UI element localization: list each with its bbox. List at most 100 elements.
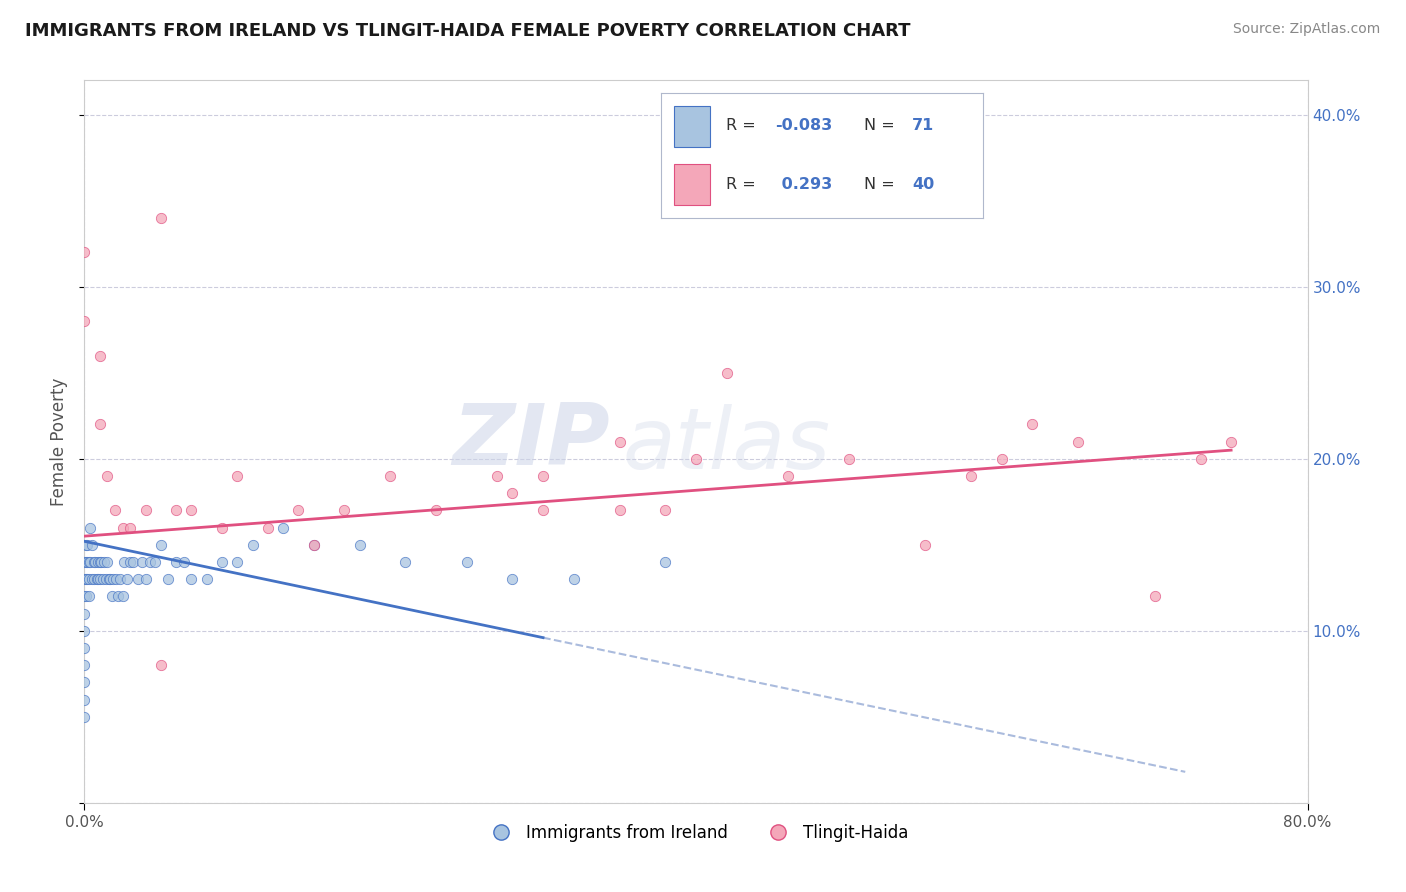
Point (180, 572, 202, 586)
Point (83, 555, 105, 569)
Point (89, 417, 111, 432)
Point (226, 469, 249, 483)
Point (73, 572, 96, 586)
Point (139, 555, 162, 569)
Point (80, 538, 103, 552)
Point (287, 503, 309, 517)
Point (122, 555, 145, 569)
Point (654, 503, 676, 517)
Point (531, 469, 554, 483)
Point (98, 572, 121, 586)
Point (79, 520, 101, 534)
Point (79, 555, 101, 569)
Point (531, 503, 554, 517)
Point (425, 503, 447, 517)
Point (76, 555, 98, 569)
Point (914, 538, 936, 552)
Point (80, 572, 103, 586)
Point (107, 590, 129, 604)
Point (1143, 590, 1166, 604)
Point (776, 469, 799, 483)
Point (105, 572, 128, 586)
Point (991, 451, 1014, 466)
Point (112, 555, 135, 569)
Point (84, 555, 107, 569)
Point (562, 572, 585, 586)
Text: atlas: atlas (623, 404, 831, 487)
Point (654, 555, 676, 569)
Point (716, 366, 738, 380)
Point (73, 607, 96, 621)
Text: N =: N = (865, 118, 900, 133)
Point (838, 451, 860, 466)
Point (87, 555, 110, 569)
Point (77, 590, 100, 604)
Point (73, 710, 96, 724)
Point (77, 555, 100, 569)
Point (103, 572, 125, 586)
Point (135, 572, 157, 586)
Point (73, 640, 96, 655)
Point (111, 590, 134, 604)
Point (131, 555, 153, 569)
Point (302, 538, 325, 552)
Point (609, 503, 631, 517)
Point (211, 555, 233, 569)
Point (75, 555, 97, 569)
Text: -0.083: -0.083 (776, 118, 832, 133)
Point (90, 555, 112, 569)
Point (271, 520, 294, 534)
Point (1067, 434, 1090, 449)
Point (456, 555, 478, 569)
Point (94, 572, 117, 586)
Point (76, 538, 98, 552)
Legend: Immigrants from Ireland, Tlingit-Haida: Immigrants from Ireland, Tlingit-Haida (478, 817, 914, 848)
Point (73, 624, 96, 638)
Point (226, 555, 249, 569)
Point (75, 590, 97, 604)
Point (180, 503, 202, 517)
Point (135, 503, 157, 517)
Point (115, 572, 138, 586)
Point (89, 555, 111, 569)
Point (257, 520, 280, 534)
Point (502, 486, 524, 500)
Text: R =: R = (725, 118, 761, 133)
Point (97, 572, 120, 586)
Point (104, 503, 127, 517)
Point (1021, 417, 1043, 432)
Point (1220, 434, 1243, 449)
Text: 71: 71 (912, 118, 935, 133)
Point (960, 469, 983, 483)
Point (149, 658, 172, 673)
Point (1189, 451, 1212, 466)
Point (120, 520, 142, 534)
Point (173, 555, 195, 569)
Point (302, 538, 325, 552)
Bar (675, 164, 710, 205)
Point (157, 572, 180, 586)
Point (195, 572, 218, 586)
Point (83, 572, 105, 586)
Point (120, 555, 142, 569)
Point (86, 572, 108, 586)
Point (108, 572, 131, 586)
Point (89, 349, 111, 363)
Point (609, 434, 631, 449)
Point (143, 555, 166, 569)
Text: ZIP: ZIP (453, 400, 610, 483)
Point (685, 451, 707, 466)
Point (242, 538, 264, 552)
Point (87, 572, 110, 586)
Point (91, 572, 114, 586)
Point (77, 572, 100, 586)
Point (165, 503, 187, 517)
Point (149, 211, 172, 225)
Text: Source: ZipAtlas.com: Source: ZipAtlas.com (1233, 22, 1381, 37)
Point (75, 572, 97, 586)
Text: 0.293: 0.293 (776, 178, 832, 192)
Y-axis label: Female Poverty: Female Poverty (51, 377, 69, 506)
Point (101, 590, 124, 604)
Point (333, 503, 356, 517)
Point (394, 555, 416, 569)
